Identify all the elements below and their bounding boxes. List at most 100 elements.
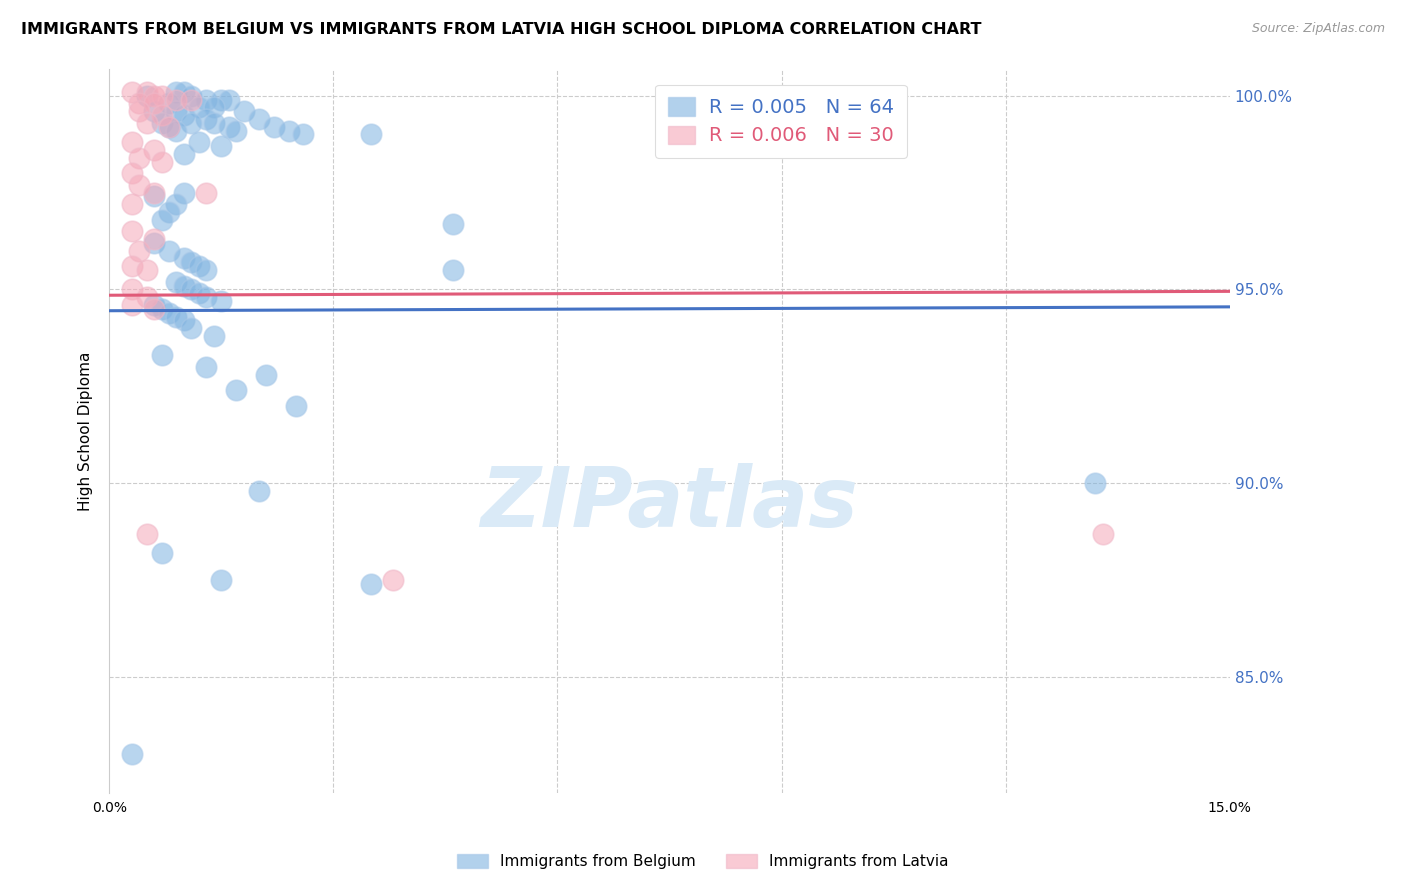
Point (121, 85, 143, 99)
Point (173, 146, 195, 161)
Point (195, 359, 218, 374)
Point (166, 310, 188, 324)
Point (135, 88, 157, 103)
Point (254, 368, 277, 382)
Point (187, 286, 209, 301)
Text: IMMIGRANTS FROM BELGIUM VS IMMIGRANTS FROM LATVIA HIGH SCHOOL DIPLOMA CORRELATIO: IMMIGRANTS FROM BELGIUM VS IMMIGRANTS FR… (21, 22, 981, 37)
Point (285, 399, 308, 413)
Point (195, 112, 218, 126)
Point (173, 278, 195, 293)
Point (180, 321, 202, 335)
Point (166, 123, 188, 137)
Point (382, 573, 405, 587)
Point (166, 197, 188, 211)
Point (128, 178, 150, 192)
Point (143, 186, 166, 200)
Point (121, 197, 143, 211)
Point (121, 298, 143, 312)
Point (143, 298, 166, 312)
Point (157, 96, 180, 111)
Point (150, 348, 173, 362)
Point (166, 85, 188, 99)
Point (263, 120, 285, 134)
Point (157, 205, 180, 219)
Point (225, 123, 247, 137)
Point (143, 88, 166, 103)
Point (173, 313, 195, 327)
Point (173, 108, 195, 122)
Point (128, 151, 150, 165)
Legend: Immigrants from Belgium, Immigrants from Latvia: Immigrants from Belgium, Immigrants from… (451, 848, 955, 875)
Point (121, 747, 143, 762)
Point (441, 217, 464, 231)
Text: 15.0%: 15.0% (1208, 801, 1251, 815)
Point (135, 526, 157, 541)
Point (218, 93, 240, 107)
Point (360, 128, 382, 142)
Point (143, 96, 166, 111)
Point (173, 85, 195, 99)
Point (121, 282, 143, 296)
Point (150, 301, 173, 316)
Point (180, 88, 202, 103)
Point (143, 232, 166, 246)
Point (143, 189, 166, 203)
Point (202, 329, 225, 343)
Point (225, 383, 247, 397)
Point (180, 93, 202, 107)
Point (1091, 526, 1114, 541)
Point (202, 116, 225, 130)
Point (157, 120, 180, 134)
Point (143, 104, 166, 119)
Point (166, 104, 188, 119)
Point (128, 104, 150, 119)
Point (166, 93, 188, 107)
Point (195, 290, 218, 304)
Point (209, 93, 232, 107)
Point (157, 306, 180, 320)
Point (195, 93, 218, 107)
Point (143, 143, 166, 157)
Point (292, 128, 315, 142)
Point (277, 123, 299, 137)
Point (128, 96, 150, 111)
Point (135, 290, 157, 304)
Point (209, 293, 232, 308)
Point (195, 186, 218, 200)
Point (1084, 476, 1107, 491)
Point (209, 139, 232, 153)
Point (121, 224, 143, 238)
Point (143, 301, 166, 316)
Point (121, 259, 143, 273)
Point (121, 135, 143, 149)
Y-axis label: High School Diploma: High School Diploma (79, 351, 93, 510)
Point (166, 275, 188, 289)
Point (187, 135, 209, 149)
Point (247, 483, 270, 498)
Point (150, 88, 173, 103)
Point (187, 259, 209, 273)
Point (150, 212, 173, 227)
Point (135, 263, 157, 277)
Point (247, 112, 270, 126)
Point (143, 235, 166, 250)
Point (218, 120, 240, 134)
Point (360, 577, 382, 591)
Point (195, 263, 218, 277)
Point (232, 104, 254, 119)
Legend: R = 0.005   N = 64, R = 0.006   N = 30: R = 0.005 N = 64, R = 0.006 N = 30 (655, 85, 907, 158)
Point (157, 120, 180, 134)
Point (150, 154, 173, 169)
Point (150, 546, 173, 560)
Point (150, 116, 173, 130)
Point (202, 100, 225, 114)
Point (209, 573, 232, 587)
Point (135, 116, 157, 130)
Text: ZIPatlas: ZIPatlas (481, 463, 859, 544)
Point (135, 85, 157, 99)
Point (150, 108, 173, 122)
Point (173, 186, 195, 200)
Point (187, 100, 209, 114)
Point (180, 255, 202, 269)
Point (180, 282, 202, 296)
